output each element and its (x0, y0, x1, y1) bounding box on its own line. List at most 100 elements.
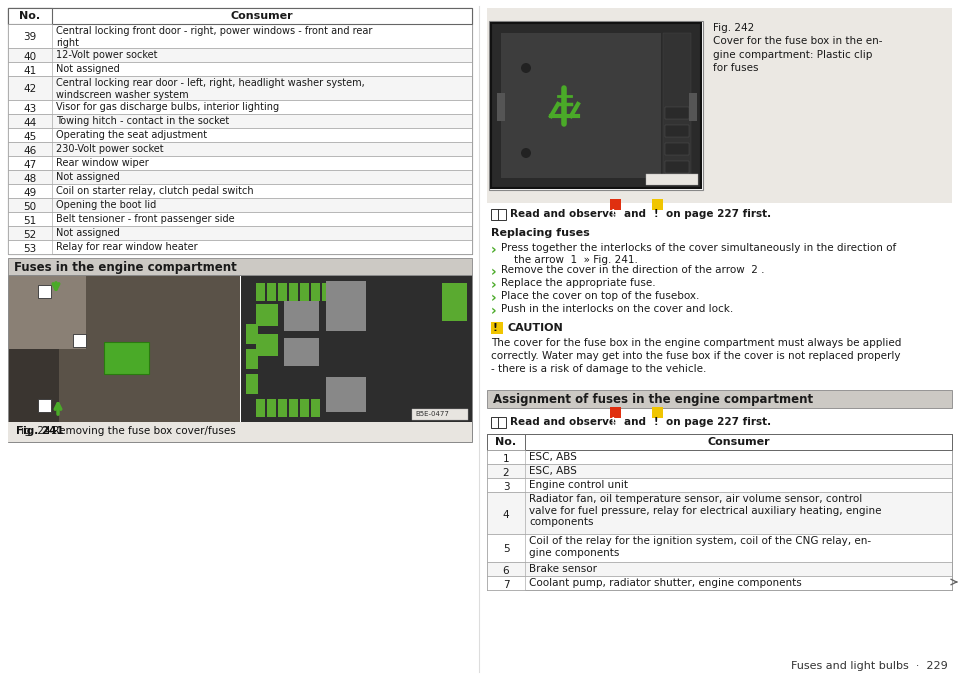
Bar (278, 283, 287, 301)
Bar (284, 301, 319, 331)
Bar (663, 33, 691, 178)
Text: ›: › (491, 291, 496, 305)
Bar (689, 93, 697, 121)
Bar (8, 240, 52, 254)
Bar (284, 338, 319, 366)
Text: ›: › (491, 304, 496, 318)
Bar (241, 276, 472, 422)
Bar (487, 434, 952, 590)
Bar (487, 492, 525, 534)
Bar (491, 23, 701, 188)
Text: 42: 42 (23, 85, 36, 95)
Text: 51: 51 (23, 215, 36, 225)
Text: 5: 5 (503, 544, 510, 554)
Bar (8, 275, 472, 442)
Text: 49: 49 (23, 188, 36, 198)
Text: 40: 40 (23, 51, 36, 62)
Text: Consumer: Consumer (708, 437, 770, 447)
Bar (246, 374, 258, 394)
Text: Fig. 241: Fig. 241 (16, 426, 63, 436)
Text: Coil on starter relay, clutch pedal switch: Coil on starter relay, clutch pedal swit… (56, 186, 253, 196)
Bar (487, 562, 952, 576)
Text: 47: 47 (23, 160, 36, 169)
Bar (8, 8, 52, 24)
Bar (610, 199, 621, 210)
Bar (8, 212, 52, 226)
Bar (8, 156, 52, 170)
Bar (8, 170, 472, 184)
Bar (487, 464, 952, 478)
Text: !: ! (492, 323, 497, 333)
Text: Consumer: Consumer (230, 11, 294, 21)
Bar (9, 276, 86, 349)
Text: !: ! (654, 417, 659, 427)
Bar (289, 399, 298, 417)
Text: 50: 50 (23, 202, 36, 211)
Bar (300, 283, 309, 301)
Bar (8, 212, 472, 226)
Text: Place the cover on top of the fusebox.: Place the cover on top of the fusebox. (501, 291, 700, 301)
Text: Central locking rear door - left, right, headlight washer system,
windscreen was: Central locking rear door - left, right,… (56, 78, 365, 100)
Text: 4: 4 (503, 510, 510, 519)
Text: 1: 1 (503, 454, 510, 464)
Text: 46: 46 (23, 146, 36, 156)
Bar (442, 283, 467, 321)
Bar (38, 285, 51, 298)
Bar (300, 399, 309, 417)
Text: !: ! (611, 209, 615, 219)
Text: Opening the boot lid: Opening the boot lid (56, 200, 156, 210)
Text: 6: 6 (503, 565, 510, 575)
Text: 41: 41 (23, 66, 36, 76)
Bar (487, 390, 952, 408)
Bar (8, 184, 472, 198)
Text: Belt tensioner - front passenger side: Belt tensioner - front passenger side (56, 214, 234, 224)
Text: 3: 3 (503, 481, 510, 492)
Bar (8, 48, 52, 62)
Bar (8, 100, 52, 114)
Bar (491, 209, 506, 220)
Text: Not assigned: Not assigned (56, 172, 120, 182)
Text: 1: 1 (41, 401, 48, 411)
Bar (8, 114, 52, 128)
Text: Replace the appropriate fuse.: Replace the appropriate fuse. (501, 278, 656, 288)
Bar (8, 76, 472, 100)
Bar (289, 283, 298, 301)
Text: 44: 44 (23, 118, 36, 127)
Text: Fuses in the engine compartment: Fuses in the engine compartment (14, 261, 237, 274)
Bar (8, 258, 472, 275)
Text: and: and (624, 209, 650, 219)
Text: Towing hitch - contact in the socket: Towing hitch - contact in the socket (56, 116, 229, 126)
Text: Assignment of fuses in the engine compartment: Assignment of fuses in the engine compar… (493, 393, 813, 406)
Text: 52: 52 (23, 230, 36, 240)
Text: Coolant pump, radiator shutter, engine components: Coolant pump, radiator shutter, engine c… (529, 578, 802, 588)
Bar (8, 48, 472, 62)
Text: No.: No. (19, 11, 40, 21)
Text: Brake sensor: Brake sensor (529, 564, 597, 574)
Bar (8, 184, 52, 198)
Bar (8, 142, 52, 156)
Bar (8, 226, 52, 240)
Bar (487, 450, 525, 464)
Bar (8, 24, 472, 48)
Bar (256, 283, 265, 301)
Bar (665, 161, 689, 173)
Text: Operating the seat adjustment: Operating the seat adjustment (56, 130, 207, 140)
Bar (73, 334, 86, 347)
Text: Relay for rear window heater: Relay for rear window heater (56, 242, 198, 252)
Text: B5E-0478: B5E-0478 (648, 176, 682, 182)
Bar (8, 142, 472, 156)
Text: and: and (624, 417, 650, 427)
Text: Rear window wiper: Rear window wiper (56, 158, 149, 168)
Bar (278, 399, 287, 417)
Bar (267, 283, 276, 301)
Bar (487, 478, 952, 492)
Bar (501, 33, 661, 178)
Text: 12-Volt power socket: 12-Volt power socket (56, 50, 157, 60)
Bar (497, 93, 505, 121)
Bar (333, 283, 342, 301)
Bar (9, 276, 59, 422)
Bar (8, 114, 472, 128)
Bar (8, 156, 472, 170)
Bar (104, 342, 149, 374)
Text: Visor for gas discharge bulbs, interior lighting: Visor for gas discharge bulbs, interior … (56, 102, 279, 112)
